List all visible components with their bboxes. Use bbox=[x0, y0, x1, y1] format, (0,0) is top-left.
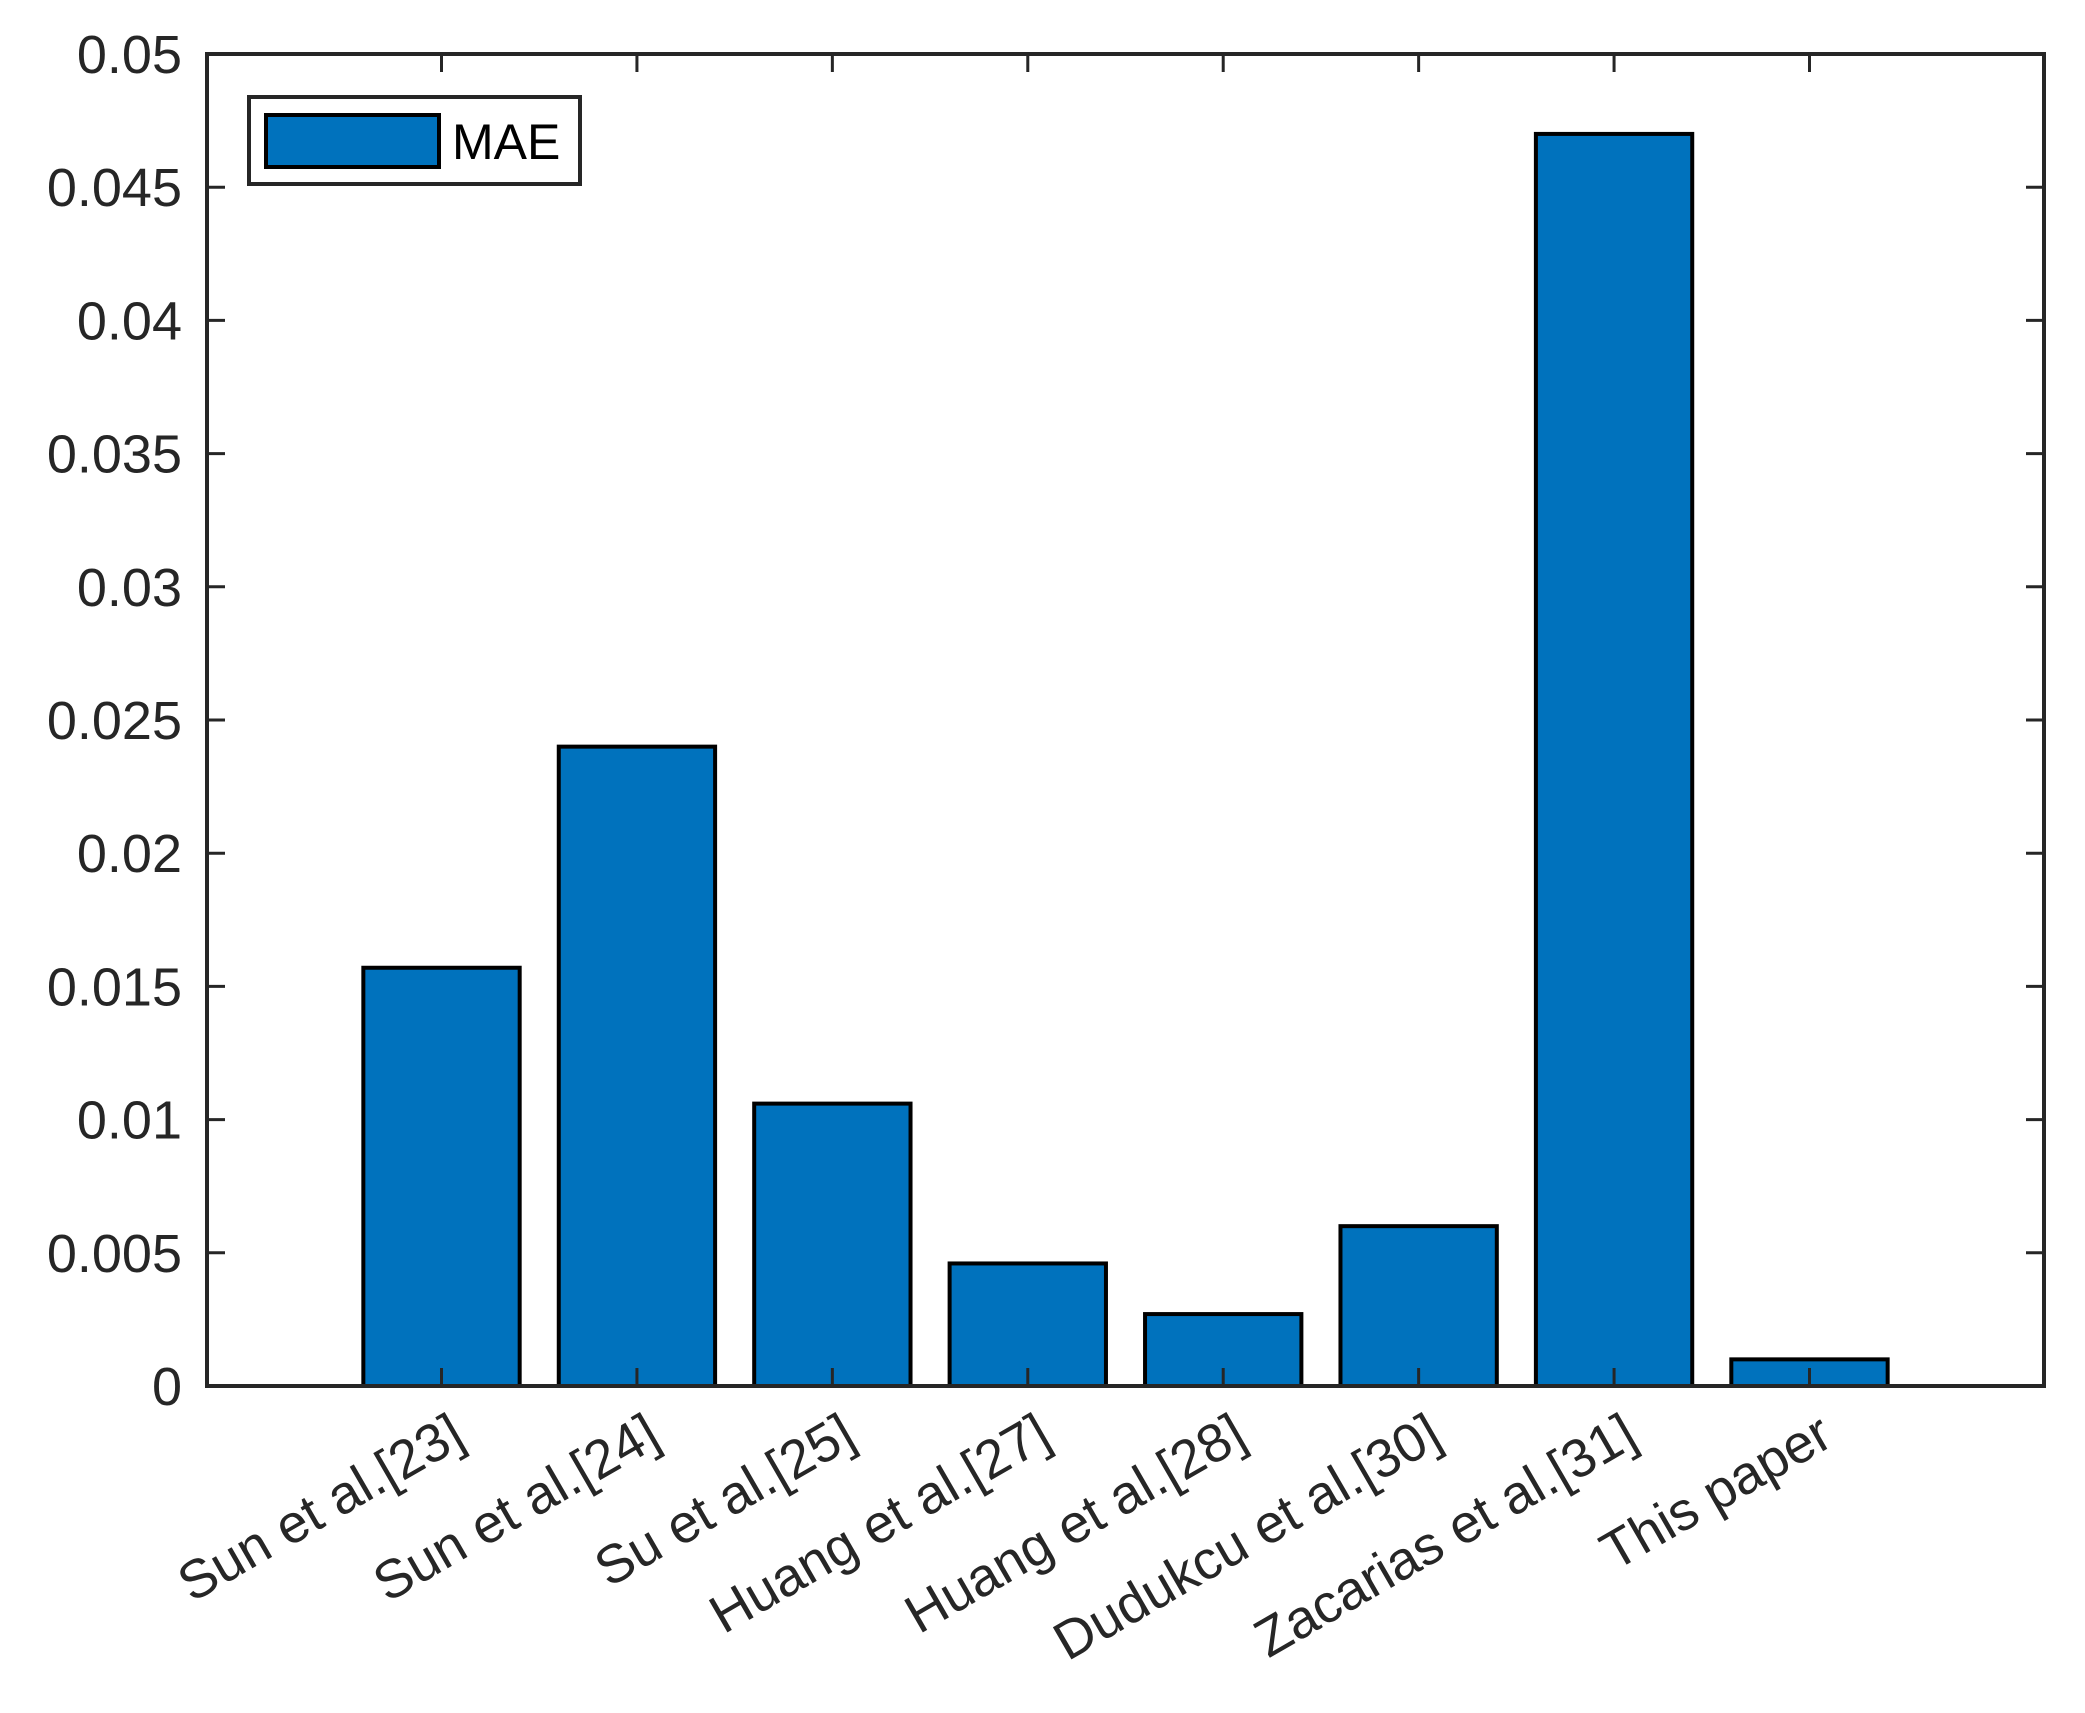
bar-7 bbox=[1533, 131, 1695, 1388]
y-tick-label: 0.045 bbox=[47, 158, 182, 218]
bar-6 bbox=[1338, 1224, 1499, 1389]
legend-swatch-mae bbox=[264, 113, 441, 169]
y-tick-label: 0.05 bbox=[77, 25, 182, 85]
legend-label-mae: MAE bbox=[452, 114, 560, 170]
bar-3 bbox=[752, 1101, 913, 1388]
y-tick-label: 0.01 bbox=[77, 1091, 182, 1151]
y-tick-label: 0.015 bbox=[47, 957, 182, 1017]
y-tick-label: 0.035 bbox=[47, 425, 182, 485]
y-tick-label: 0.03 bbox=[77, 558, 182, 618]
y-tick-label: 0.02 bbox=[77, 824, 182, 884]
bar-series-mae bbox=[361, 131, 1890, 1389]
y-axis-ticks: 0 0.005 0.01 0.015 0.02 0.025 0.03 0.035 0.04 0.0… bbox=[47, 25, 2044, 1417]
y-tick-label: 0.005 bbox=[47, 1224, 182, 1284]
bar-4 bbox=[947, 1261, 1108, 1389]
y-tick-label: 0.025 bbox=[47, 691, 182, 751]
y-tick-label: 0 bbox=[152, 1357, 182, 1417]
bar-1 bbox=[361, 965, 522, 1388]
legend: MAE bbox=[247, 95, 582, 186]
y-tick-label: 0.04 bbox=[77, 291, 182, 351]
bar-2 bbox=[556, 744, 718, 1388]
